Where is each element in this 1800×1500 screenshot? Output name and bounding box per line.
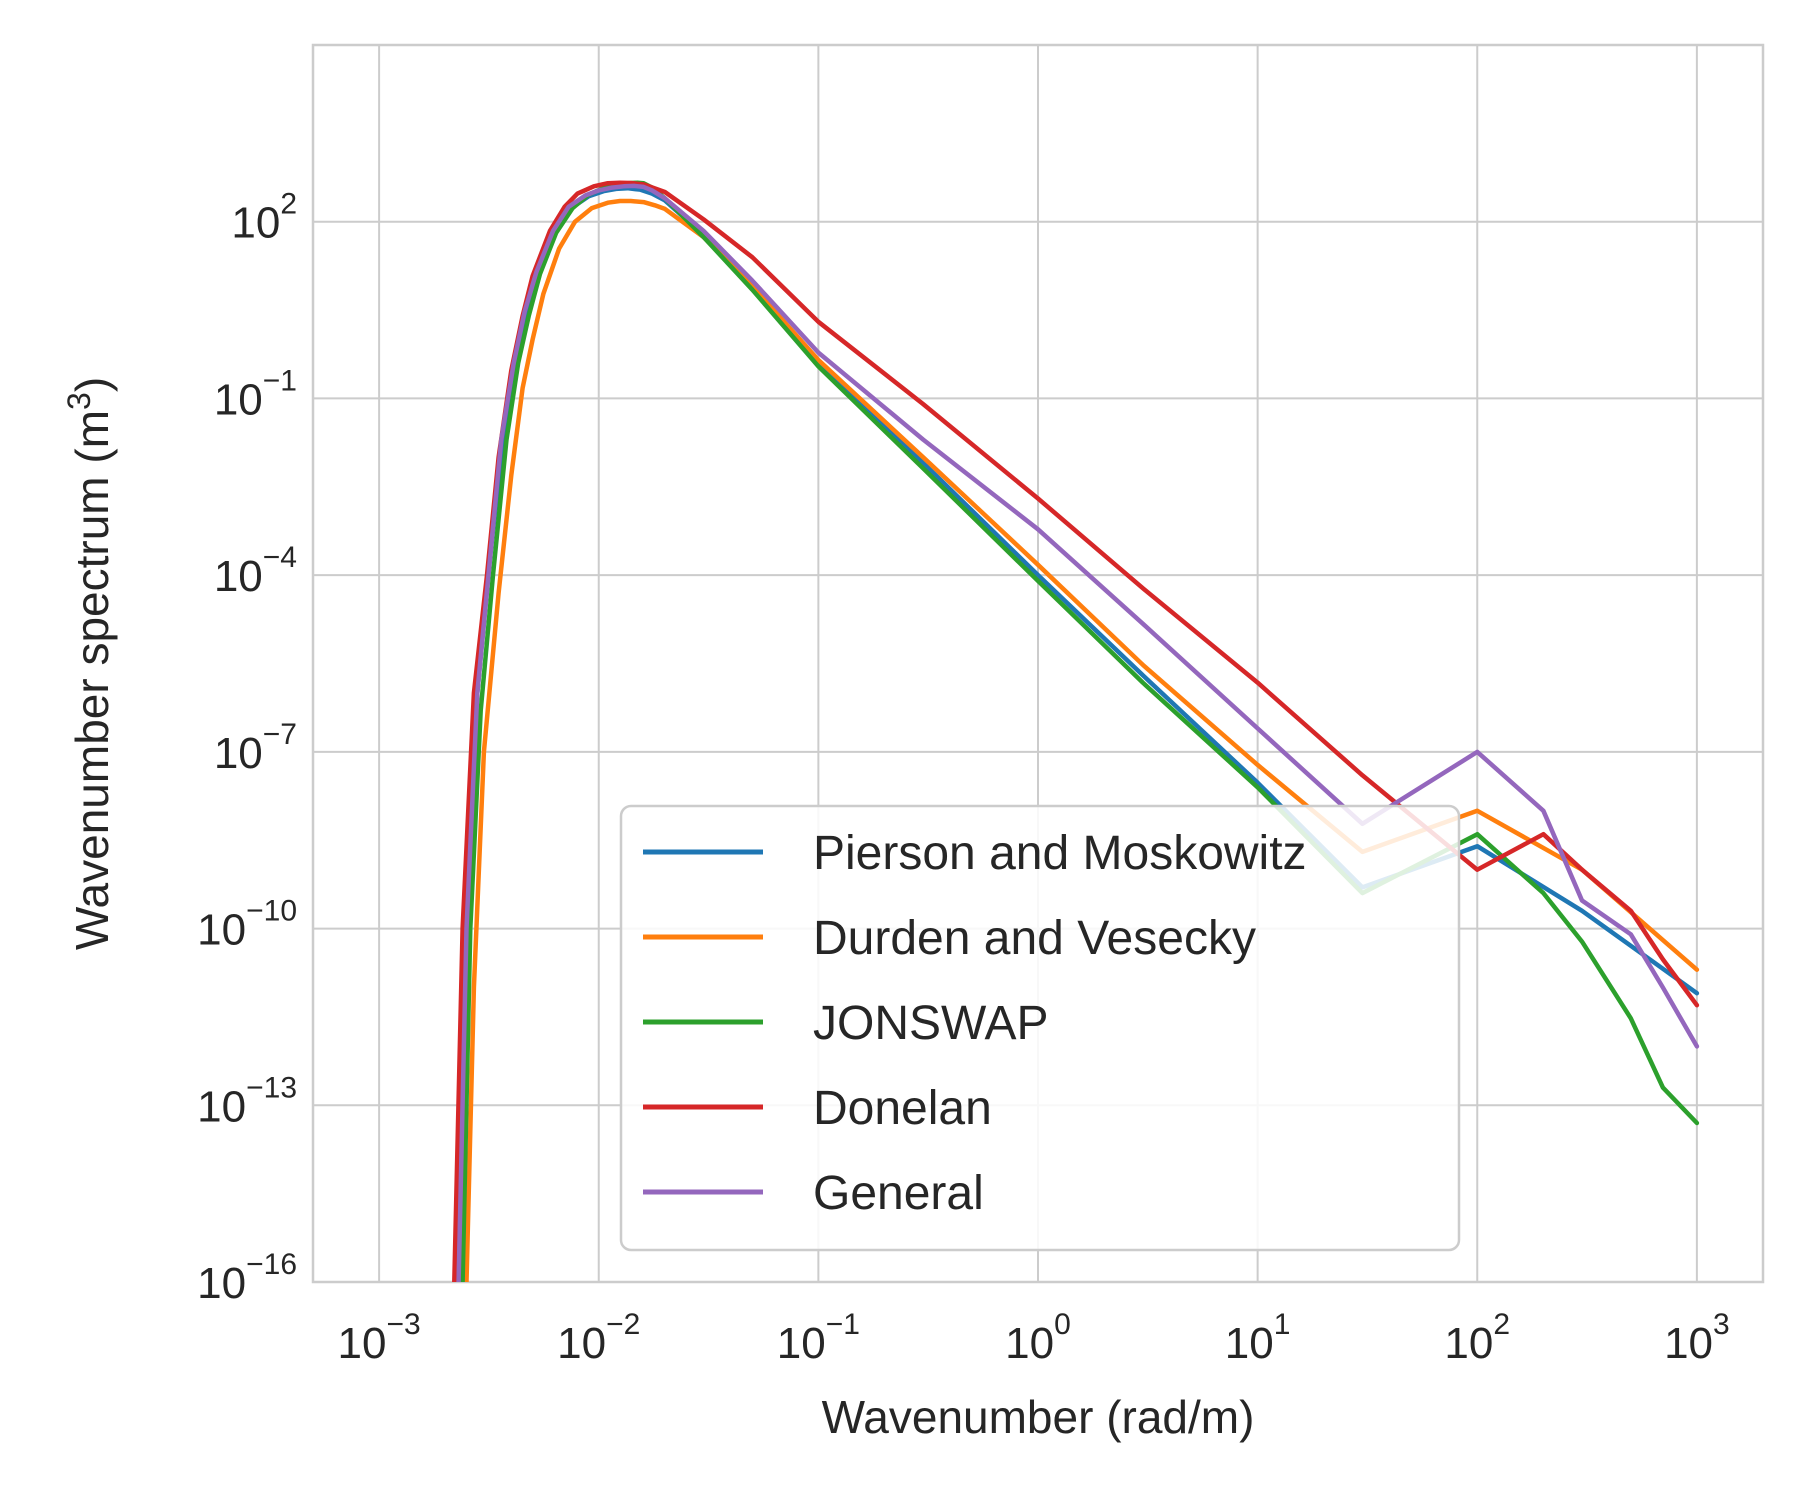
y-axis-label: Wavenumber spectrum (m3) xyxy=(61,377,118,950)
legend-item: Durden and Vesecky xyxy=(643,912,1256,965)
legend: Pierson and Moskowitz Durden and Vesecky J… xyxy=(619,804,1461,1252)
y-tick-label: 10−4 xyxy=(214,541,297,601)
x-tick-label: 102 xyxy=(1444,1308,1510,1368)
y-tick-label: 10−16 xyxy=(197,1248,297,1308)
series-line-general xyxy=(456,183,1700,1282)
legend-label: JONSWAP xyxy=(813,997,1049,1050)
legend-label: General xyxy=(813,1167,984,1220)
y-tick-label: 10−1 xyxy=(214,364,297,424)
x-tick-label: 103 xyxy=(1664,1308,1730,1368)
legend-label: Donelan xyxy=(813,1082,992,1135)
x-tick-label: 10−3 xyxy=(338,1308,421,1368)
plot-frame xyxy=(311,43,1765,1284)
x-tick-label: 10−2 xyxy=(557,1308,640,1368)
x-tick-label: 101 xyxy=(1225,1308,1291,1368)
y-tick-labels: 10−16 10−13 10−10 10−7 10−4 10−1 102 xyxy=(197,188,297,1308)
legend-box xyxy=(619,804,1461,1252)
legend-label: Durden and Vesecky xyxy=(813,912,1256,965)
legend-item: Pierson and Moskowitz xyxy=(643,827,1307,880)
x-tick-label: 100 xyxy=(1005,1308,1071,1368)
y-tick-label: 102 xyxy=(231,188,297,248)
x-tick-labels: 10−3 10−2 10−1 100 101 102 103 xyxy=(338,1308,1730,1368)
series-line-durden-and-vesecky xyxy=(464,198,1700,1282)
x-axis-label: Wavenumber (rad/m) xyxy=(822,1391,1255,1443)
y-tick-label: 10−13 xyxy=(197,1071,297,1131)
x-tick-label: 10−1 xyxy=(777,1308,860,1368)
y-tick-label: 10−7 xyxy=(214,718,297,778)
legend-label: Pierson and Moskowitz xyxy=(813,827,1307,880)
y-tick-label: 10−10 xyxy=(197,895,297,955)
legend-item: JONSWAP xyxy=(643,997,1049,1050)
legend-item: Donelan xyxy=(643,1082,992,1135)
legend-item: General xyxy=(643,1167,984,1220)
